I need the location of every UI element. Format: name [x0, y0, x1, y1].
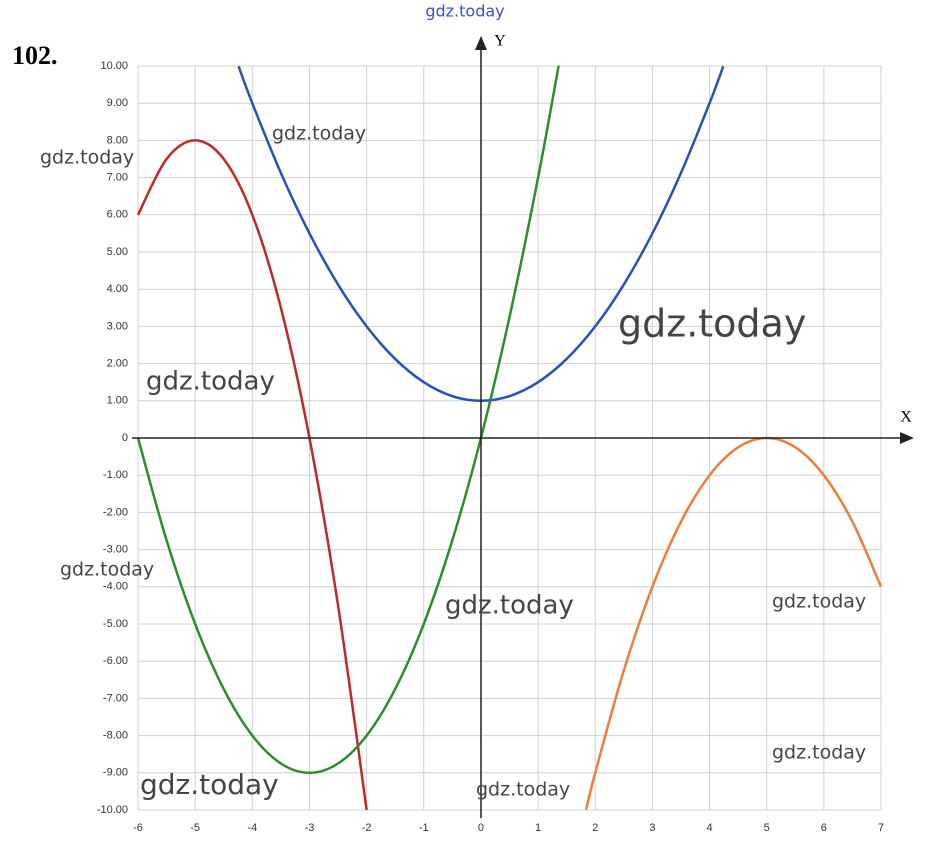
y-tick-label: 7.00 — [107, 172, 128, 184]
y-tick-label: -2.00 — [103, 506, 128, 518]
y-tick-label: 9.00 — [107, 97, 128, 109]
grid: -6 -5 -4 -3 -2 -1 0 1 2 3 4 5 6 7 10.00 9.00 8.00 7.00 6.0… — [97, 60, 884, 834]
x-tick-label: 5 — [764, 822, 770, 834]
y-tick-label: 10.00 — [100, 60, 128, 72]
x-tick-label: -4 — [247, 822, 257, 834]
y-tick-label: -10.00 — [97, 804, 128, 816]
y-tick-label: -6.00 — [103, 655, 128, 667]
watermark: gdz.today — [618, 302, 806, 346]
x-tick-label: 3 — [649, 822, 655, 834]
x-tick-label: -5 — [190, 822, 200, 834]
y-tick-label: 2.00 — [107, 358, 128, 370]
y-tick-label: -5.00 — [103, 618, 128, 630]
watermark: gdz.today — [272, 123, 366, 145]
x-arrow — [900, 432, 914, 444]
chart-title: 102. — [12, 41, 58, 70]
y-tick-label: 3.00 — [107, 320, 128, 332]
y-axis-label: Y — [494, 33, 506, 50]
y-tick-label: 1.00 — [107, 395, 128, 407]
watermark: gdz.today — [476, 779, 570, 801]
watermark: gdz.today — [445, 591, 574, 621]
x-tick-label: -2 — [362, 822, 372, 834]
x-tick-label: 7 — [878, 822, 884, 834]
y-tick-label: -4.00 — [103, 581, 128, 593]
watermark: gdz.today — [425, 2, 504, 21]
x-tick-label: 4 — [706, 822, 712, 834]
x-tick-label: -3 — [305, 822, 315, 834]
y-tick-label: 4.00 — [107, 283, 128, 295]
y-tick-label: -7.00 — [103, 692, 128, 704]
watermark: gdz.today — [772, 742, 866, 764]
watermark: gdz.today — [146, 367, 275, 397]
y-tick-label: -8.00 — [103, 730, 128, 742]
x-tick-label: 6 — [821, 822, 827, 834]
watermark: gdz.today — [40, 147, 134, 169]
y-tick-label: 0 — [122, 432, 128, 444]
watermark: gdz.today — [140, 768, 279, 801]
x-tick-label: 2 — [592, 822, 598, 834]
x-axis-label: X — [900, 409, 912, 426]
curve — [136, 65, 560, 775]
axes: X Y — [132, 33, 914, 818]
y-tick-label: -9.00 — [103, 767, 128, 779]
curve — [584, 436, 883, 810]
y-tick-label: -1.00 — [103, 469, 128, 481]
watermark: gdz.today — [772, 591, 866, 613]
watermark: gdz.today — [60, 559, 154, 581]
y-tick-label: 6.00 — [107, 209, 128, 221]
x-tick-label: 1 — [535, 822, 541, 834]
curve — [136, 139, 368, 811]
y-tick-label: -3.00 — [103, 544, 128, 556]
watermarks: gdz.today gdz.today gdz.today gdz.today gdz.… — [40, 123, 866, 802]
x-tick-label: -1 — [419, 822, 429, 834]
x-tick-label: -6 — [133, 822, 143, 834]
y-tick-label: 5.00 — [107, 246, 128, 258]
x-tick-label: 0 — [478, 822, 484, 834]
y-arrow — [475, 36, 487, 50]
y-tick-label: 8.00 — [107, 134, 128, 146]
